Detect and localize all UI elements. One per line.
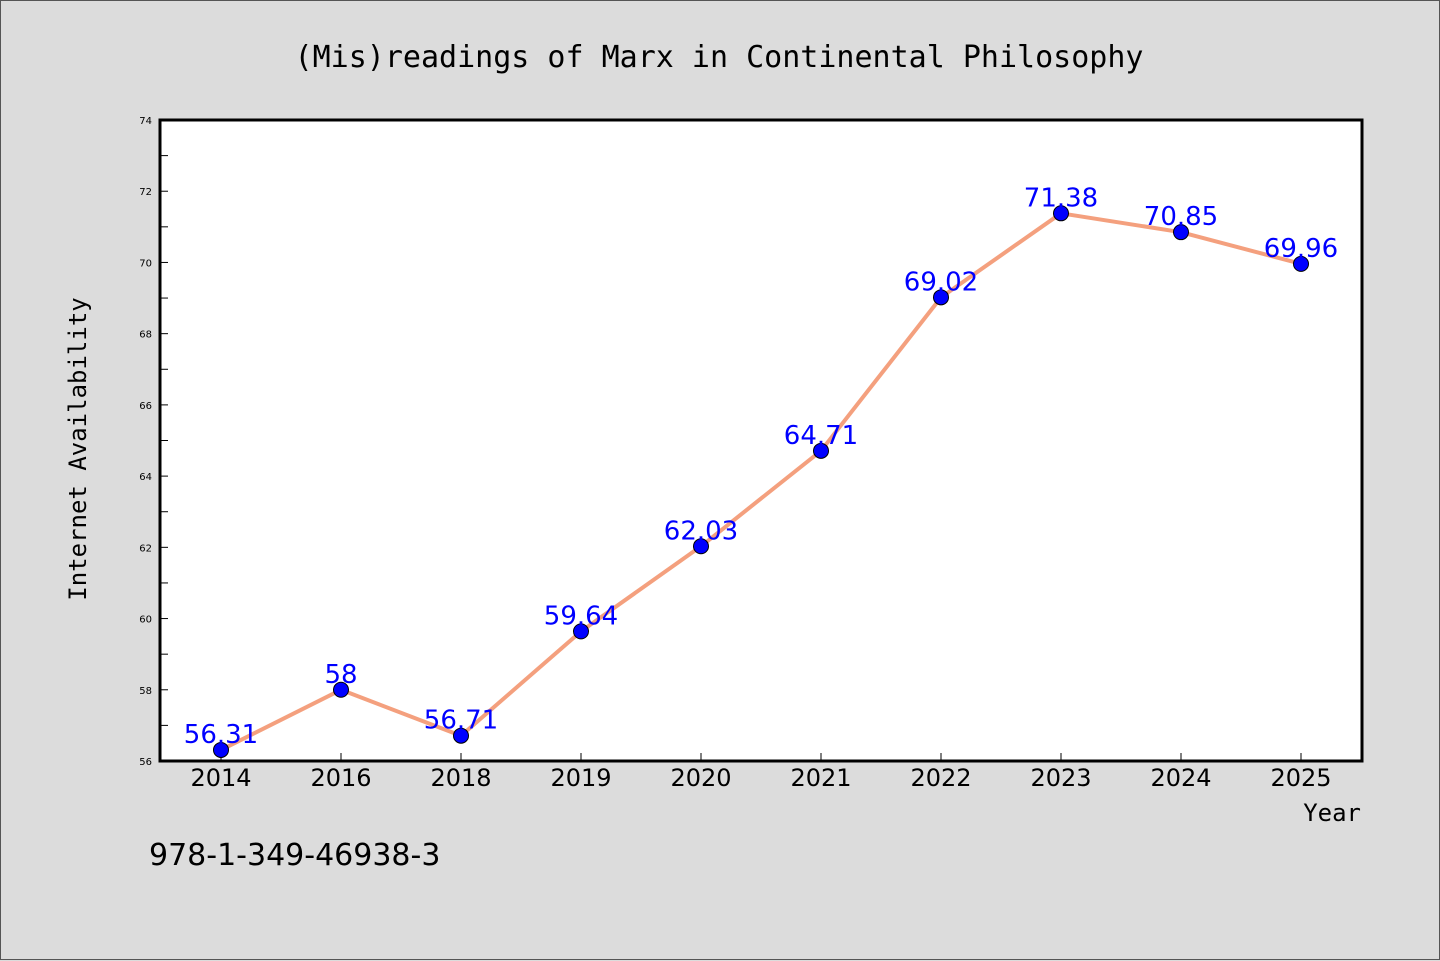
data-point-label: 71.38 <box>1024 183 1098 213</box>
y-axis-label: Internet Availability <box>64 297 92 600</box>
y-tick-label: 68 <box>139 330 152 341</box>
x-tick-label: 2016 <box>310 764 371 792</box>
y-tick-label: 62 <box>139 543 152 554</box>
x-axis: 2014 2016 2018 2019 2020 2021 2022 2023 2024 2025 <box>190 753 1332 792</box>
x-tick-label: 2014 <box>190 764 251 792</box>
y-axis: 56 58 60 62 64 66 68 70 72 74 <box>139 116 168 768</box>
x-tick-label: 2024 <box>1150 764 1211 792</box>
data-point-label: 58 <box>324 660 357 690</box>
data-point-marker <box>333 681 349 698</box>
data-point-label: 59.64 <box>544 601 618 631</box>
data-point-label: 70.85 <box>1144 202 1218 232</box>
data-point-label: 56.31 <box>184 720 258 750</box>
x-tick-label: 2025 <box>1270 764 1331 792</box>
y-tick-label: 66 <box>139 401 152 412</box>
y-tick-label: 60 <box>139 615 152 626</box>
x-tick-label: 2019 <box>550 764 611 792</box>
series-line <box>220 211 1302 752</box>
y-tick-label: 70 <box>139 258 152 269</box>
data-point-marker <box>1053 205 1069 222</box>
data-markers <box>213 205 1309 758</box>
data-point-marker <box>693 538 709 555</box>
data-point-marker <box>813 442 829 459</box>
y-tick-label: 58 <box>139 686 152 697</box>
x-tick-label: 2020 <box>670 764 731 792</box>
y-tick-label: 56 <box>139 757 152 768</box>
y-tick-label: 72 <box>139 187 152 198</box>
data-point-marker <box>213 741 229 758</box>
isbn-text: 978-1-349-46938-3 <box>149 838 440 873</box>
x-tick-label: 2021 <box>790 764 851 792</box>
y-tick-label: 74 <box>139 116 152 127</box>
chart-title: (Mis)readings of Marx in Continental Phi… <box>295 40 1144 75</box>
data-point-marker <box>453 727 469 744</box>
x-tick-label: 2023 <box>1030 764 1091 792</box>
plot-area <box>158 118 1364 763</box>
data-point-label: 56.71 <box>424 706 498 736</box>
data-point-label: 64.71 <box>784 421 858 451</box>
data-labels: 56.31 58 56.71 59.64 62.03 64.71 69.02 71.38 70.… <box>184 183 1338 750</box>
data-point-marker <box>1173 224 1189 241</box>
data-point-marker <box>933 289 949 306</box>
data-point-label: 62.03 <box>664 516 738 546</box>
data-point-label: 69.02 <box>904 267 978 297</box>
data-point-marker <box>1293 255 1309 272</box>
data-point-marker <box>573 623 589 640</box>
data-point-label: 69.96 <box>1264 234 1338 264</box>
y-tick-label: 64 <box>139 472 152 483</box>
x-tick-label: 2018 <box>430 764 491 792</box>
x-tick-label: 2022 <box>910 764 971 792</box>
x-axis-label: Year <box>1303 799 1361 827</box>
